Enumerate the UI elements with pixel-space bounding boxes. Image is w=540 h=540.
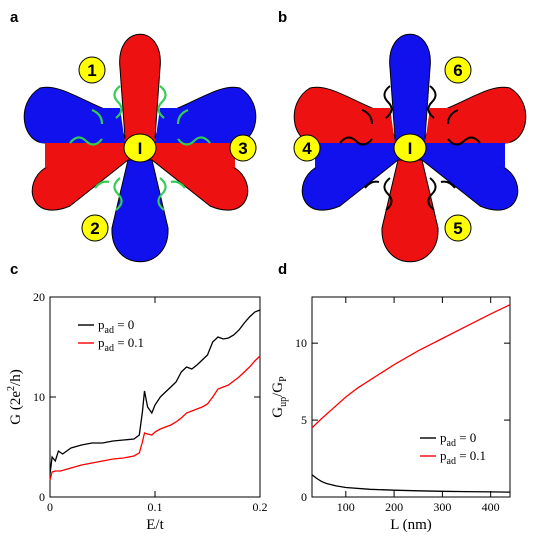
lead-3	[229, 134, 257, 162]
red-region	[381, 159, 439, 263]
panel-letter-a: a	[10, 9, 19, 26]
panel-letter-c: c	[10, 261, 18, 278]
lead-2-label: 2	[90, 219, 99, 238]
blue-region	[35, 108, 125, 143]
plot-frame	[49, 296, 261, 498]
blue-region	[301, 33, 519, 211]
blue-region	[315, 143, 395, 168]
hall-bar-diagram-a: I 1 2 3	[23, 33, 257, 263]
lead-6-label: 6	[453, 61, 462, 80]
red-region	[425, 108, 515, 143]
x-axis-label: E/t	[146, 517, 164, 533]
island	[123, 133, 157, 163]
red-region	[45, 143, 125, 168]
series-line	[311, 304, 511, 429]
y-tick-label: 0	[39, 490, 45, 504]
y-axis-label: G (2e2/h)	[6, 369, 24, 424]
series-line	[49, 355, 261, 481]
series-line	[49, 309, 261, 475]
lead-6	[444, 56, 472, 84]
blue-region	[111, 159, 169, 263]
lead-5-label: 5	[453, 219, 462, 238]
blue-region	[155, 108, 245, 143]
red-region	[305, 108, 395, 143]
y-axis-label: Gup/GP	[270, 376, 289, 418]
hall-bar-diagram-b: I 4 5 6	[293, 33, 527, 263]
lead-2	[81, 214, 109, 242]
x-tick-label: 400	[482, 500, 500, 514]
lead-4	[293, 134, 321, 162]
lead-5	[444, 214, 472, 242]
island-label: I	[138, 139, 143, 158]
panel-b: b I	[278, 9, 527, 263]
y-tick-label: 0	[301, 490, 307, 504]
x-tick-label: 0	[47, 500, 53, 514]
x-axis-label: L (nm)	[390, 517, 432, 533]
blue-region	[425, 143, 505, 168]
x-tick-label: 0.2	[253, 500, 268, 514]
legend-entry: pad = 0	[98, 317, 134, 336]
y-tick-label: 10	[295, 336, 307, 350]
plot-frame	[311, 296, 511, 498]
lead-3-label: 3	[238, 139, 247, 158]
x-tick-label: 0.1	[148, 500, 163, 514]
edge-state-arrows	[69, 85, 211, 211]
legend-entry: pad = 0	[440, 430, 476, 449]
legend-entry: pad = 0.1	[98, 335, 144, 354]
y-tick-label: 20	[33, 290, 45, 304]
lead-4-label: 4	[302, 139, 312, 158]
edge-state-arrows	[339, 85, 481, 211]
panel-letter-d: d	[278, 261, 287, 278]
panel-letter-b: b	[278, 9, 287, 26]
y-tick-label: 5	[301, 413, 307, 427]
y-tick-label: 10	[33, 390, 45, 404]
legend-entry: pad = 0.1	[440, 448, 486, 467]
x-tick-label: 100	[337, 500, 355, 514]
lead-1	[78, 56, 106, 84]
panel-d: d 100 200 300 400 0 5 10 L (nm) Gup/GP pad = 0pad…	[270, 261, 511, 533]
panel-a: a	[10, 9, 257, 263]
red-region	[31, 33, 249, 211]
x-tick-label: 200	[385, 500, 403, 514]
lead-1-label: 1	[87, 61, 96, 80]
island-label: I	[408, 139, 413, 158]
x-tick-label: 300	[433, 500, 451, 514]
island	[393, 133, 427, 163]
series-line	[311, 474, 511, 493]
red-region	[155, 143, 235, 168]
